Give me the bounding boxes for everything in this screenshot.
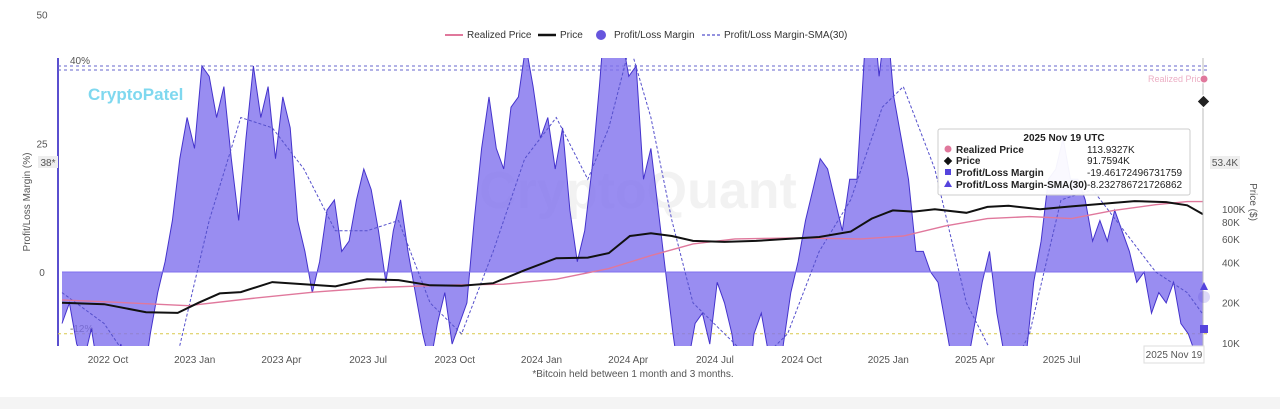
x-tick-label: 2023 Jan: [174, 355, 215, 366]
chart-area: Realized Price Price Profit/Loss Margin …: [22, 11, 1258, 381]
x-tick-label: 2022 Oct: [88, 355, 129, 366]
margin-end-marker: [1200, 325, 1208, 333]
legend-item-realized-price[interactable]: Realized Price: [445, 30, 532, 41]
y-right-tick-label: 60K: [1222, 235, 1240, 246]
sma-end-marker: [1200, 282, 1208, 290]
realized-price-end-tag: Realized Price: [1148, 74, 1206, 84]
x-tick-label: 2023 Oct: [435, 355, 476, 366]
triangle-marker-icon: [944, 180, 952, 187]
tooltip-title: 2025 Nov 19 UTC: [1023, 133, 1104, 144]
footnote: *Bitcoin held between 1 month and 3 mont…: [532, 369, 733, 380]
realized-price-end-marker: [1199, 74, 1209, 84]
tooltip-label-profit-loss-margin: Profit/Loss Margin: [956, 168, 1044, 179]
profit-loss-margin-dot-icon: [596, 30, 606, 40]
y-right-ticks: 100K 80K 60K 40K 20K 10K: [1222, 205, 1246, 350]
x-tick-label: 2024 Jan: [521, 355, 562, 366]
y-right-tick-label: 10K: [1222, 339, 1240, 350]
right-value-badge: 53.4K: [1210, 156, 1240, 169]
tooltip-label-realized-price: Realized Price: [956, 145, 1024, 156]
y-left-tick-label: 0: [39, 268, 45, 279]
profit-loss-margin-area: [62, 58, 1203, 346]
legend-item-price[interactable]: Price: [538, 30, 583, 41]
y-right-tick-label: 100K: [1222, 205, 1246, 216]
y-right-tick-label: 80K: [1222, 218, 1240, 229]
price-end-marker: [1196, 94, 1211, 109]
x-tick-label: 2025 Apr: [955, 355, 996, 366]
y-right-tick-label: 40K: [1222, 258, 1240, 269]
date-badge-text: 2025 Nov 19: [1146, 350, 1203, 361]
bottom-strip: [0, 397, 1280, 409]
x-tick-label: 2025 Jul: [1043, 355, 1081, 366]
date-badge: 2025 Nov 19: [1143, 345, 1205, 364]
legend-label-sma: Profit/Loss Margin-SMA(30): [724, 30, 847, 41]
left-value-badge-text: 38*: [40, 158, 55, 169]
x-ticks: 2022 Oct 2023 Jan 2023 Apr 2023 Jul 2023 Oct…: [88, 355, 1152, 366]
x-tick-label: 2025 Jan: [868, 355, 909, 366]
y-left-tick-label: 50: [36, 11, 48, 22]
y-left-axis-title: Profit/Loss Margin (%): [22, 153, 33, 252]
x-tick-label: 2024 Apr: [608, 355, 649, 366]
y-left-tick-label: 25: [36, 139, 48, 150]
tooltip: 2025 Nov 19 UTC Realized Price 113.9327K…: [937, 128, 1191, 196]
y-right-axis-title: Price ($): [1247, 183, 1258, 221]
legend-label-profit-loss-margin: Profit/Loss Margin: [614, 30, 695, 41]
square-marker-icon: [945, 169, 951, 175]
author-label: CryptoPatel: [88, 85, 183, 104]
x-tick-label: 2024 Oct: [781, 355, 822, 366]
profit-loss-margin-sma-line: [61, 58, 1204, 346]
y-right-tick-label: 20K: [1222, 299, 1240, 310]
x-tick-label: 2023 Apr: [261, 355, 302, 366]
tooltip-value-sma: -8.232786721726862: [1087, 180, 1183, 191]
y-left-ticks: 50 25 0: [36, 11, 48, 280]
legend-label-price: Price: [560, 30, 583, 41]
circle-marker-icon: [944, 145, 952, 153]
left-value-badge: 38*: [38, 156, 58, 169]
tooltip-label-price: Price: [956, 156, 981, 167]
legend-label-realized-price: Realized Price: [467, 30, 532, 41]
price-line: [61, 200, 1204, 314]
tooltip-label-sma: Profit/Loss Margin-SMA(30): [956, 180, 1087, 191]
legend-item-profit-loss-margin[interactable]: Profit/Loss Margin: [596, 30, 695, 41]
reference-line-label: 40%: [70, 56, 90, 67]
x-tick-label: 2023 Jul: [349, 355, 387, 366]
legend: Realized Price Price Profit/Loss Margin …: [445, 30, 847, 41]
profit-loss-margin-line: [61, 58, 1194, 346]
sma-end-marker-halo: [1198, 291, 1210, 303]
x-tick-label: 2024 Jul: [696, 355, 734, 366]
tooltip-value-profit-loss-margin: -19.46172496731759: [1087, 168, 1183, 179]
right-value-badge-text: 53.4K: [1212, 158, 1238, 169]
tooltip-value-price: 91.7594K: [1087, 156, 1130, 167]
tooltip-value-realized-price: 113.9327K: [1087, 145, 1135, 156]
legend-item-sma[interactable]: Profit/Loss Margin-SMA(30): [702, 30, 847, 41]
